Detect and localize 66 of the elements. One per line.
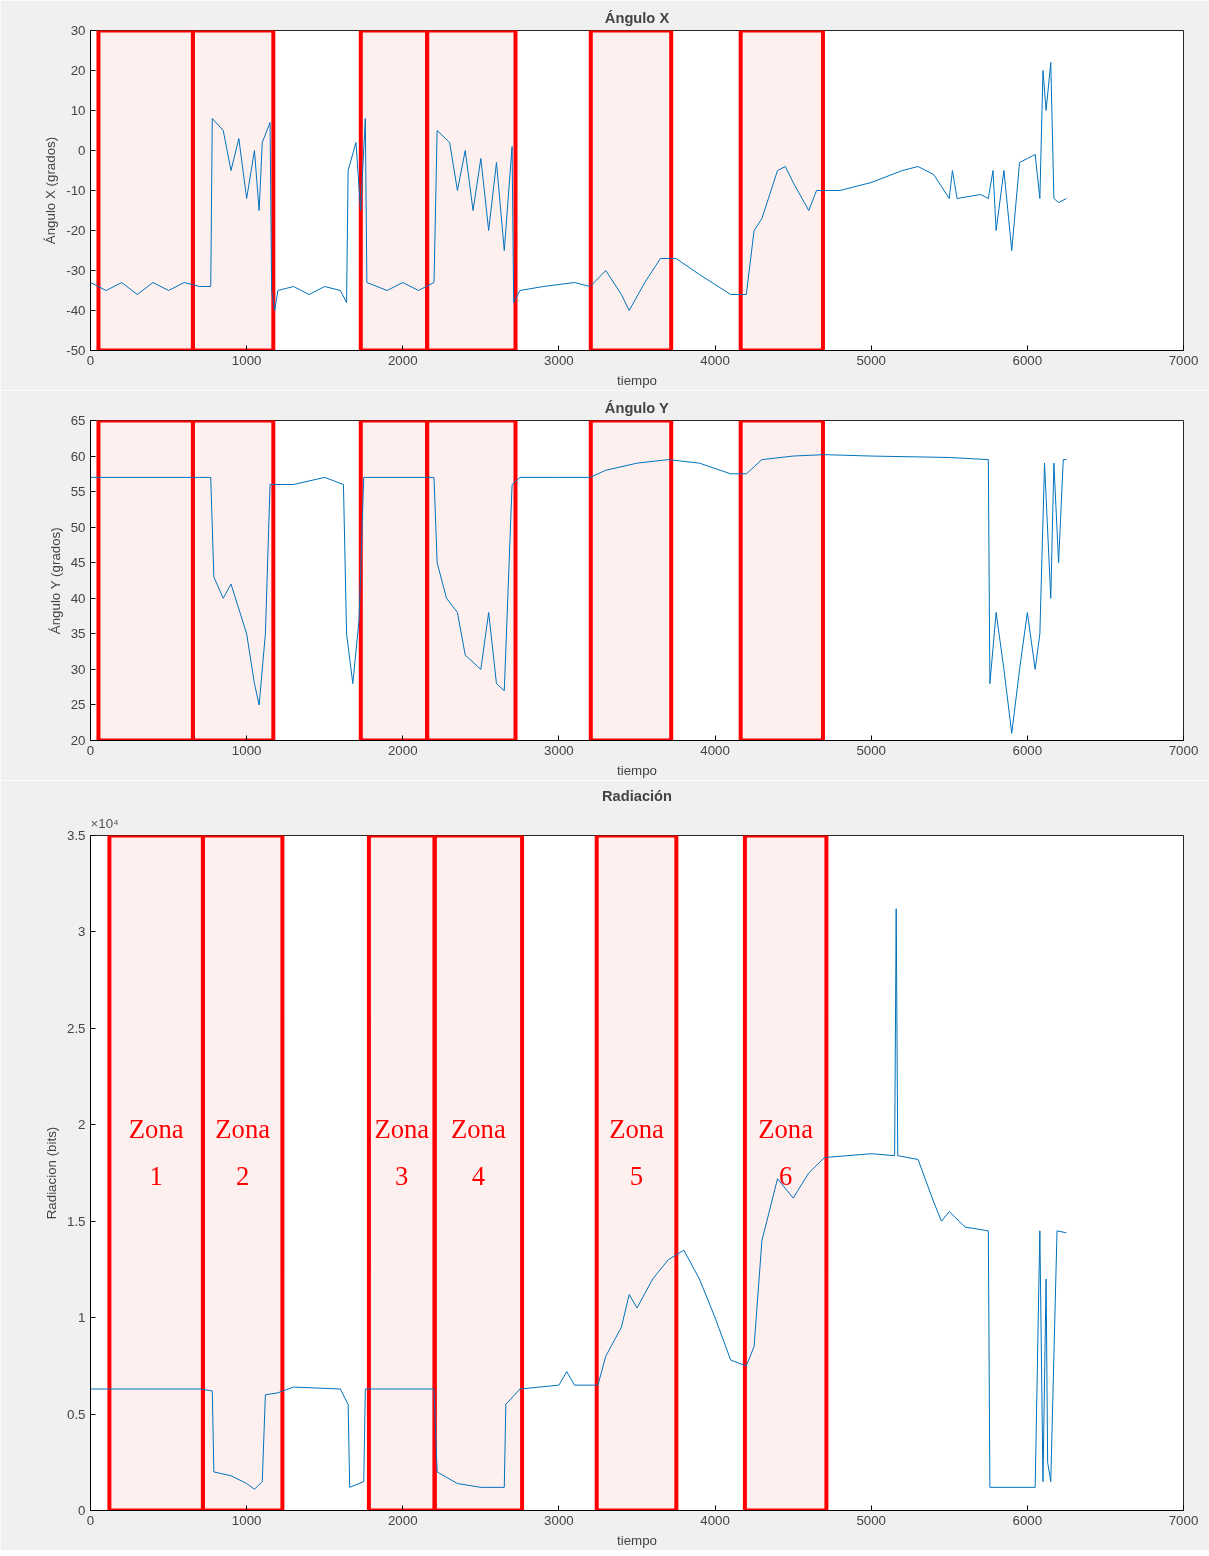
line-series bbox=[90, 62, 1067, 311]
y-tick-label: 30 bbox=[70, 23, 86, 38]
y-tick-label: 1.5 bbox=[66, 1213, 86, 1229]
chart-title: Ángulo X bbox=[604, 9, 670, 26]
x-tick-label: 5000 bbox=[856, 1512, 887, 1528]
y-tick-label: 30 bbox=[70, 661, 86, 677]
x-tick-label: 3000 bbox=[544, 1512, 574, 1528]
band-label: Zona 4 bbox=[450, 1114, 506, 1192]
x-tick-label: 1000 bbox=[231, 352, 262, 368]
y-axis-title: Radiacion (bits) bbox=[43, 1126, 59, 1220]
line-series bbox=[90, 908, 1067, 1490]
band-label: Zona 2 bbox=[215, 1114, 271, 1192]
x-tick-label: 7000 bbox=[1168, 1512, 1199, 1528]
chart-title: Ángulo Y bbox=[604, 399, 670, 416]
x-tick-label: 5000 bbox=[856, 352, 887, 368]
y-tick-label: 0 bbox=[78, 143, 86, 158]
y-tick-label: 35 bbox=[70, 626, 86, 642]
y-tick-label: 25 bbox=[70, 697, 86, 713]
band-label: Zona 3 bbox=[374, 1114, 430, 1192]
x-axis-title: tiempo bbox=[617, 372, 658, 388]
band-label: Zona 6 bbox=[758, 1114, 814, 1192]
band-label: Zona 1 bbox=[128, 1114, 184, 1192]
x-tick-label: 2000 bbox=[387, 742, 418, 758]
x-tick-label: 4000 bbox=[700, 1512, 730, 1528]
y-tick-label: 20 bbox=[70, 63, 86, 78]
x-axis-title: tiempo bbox=[617, 762, 658, 778]
y-tick-label: 3 bbox=[78, 924, 86, 940]
y-tick-label: -30 bbox=[66, 263, 86, 278]
x-tick-label: 3000 bbox=[544, 742, 574, 758]
x-tick-label: 5000 bbox=[856, 742, 887, 758]
y-tick-label: 2.5 bbox=[66, 1020, 86, 1036]
line-series bbox=[90, 454, 1067, 734]
y-tick-label: -10 bbox=[66, 183, 86, 198]
y-axis-title: Ángulo X (grados) bbox=[43, 136, 59, 245]
y-tick-label: 50 bbox=[70, 519, 86, 535]
y-tick-label: 45 bbox=[70, 555, 86, 571]
y-tick-label: -50 bbox=[66, 343, 86, 358]
x-axis-title: tiempo bbox=[617, 1532, 658, 1548]
y-tick-label: 2 bbox=[78, 1117, 86, 1133]
x-tick-label: 6000 bbox=[1012, 1512, 1043, 1528]
y-tick-label: 40 bbox=[70, 590, 86, 606]
x-tick-label: 1000 bbox=[231, 1512, 262, 1528]
y-tick-label: 65 bbox=[70, 413, 86, 428]
x-tick-label: 4000 bbox=[700, 742, 730, 758]
x-tick-label: 6000 bbox=[1012, 742, 1043, 758]
x-tick-label: 3000 bbox=[544, 352, 574, 368]
y-tick-label: 55 bbox=[70, 484, 86, 500]
x-tick-label: 1000 bbox=[231, 742, 262, 758]
x-tick-label: 2000 bbox=[387, 1512, 418, 1528]
x-tick-label: 7000 bbox=[1168, 352, 1199, 368]
y-axis-title: Ángulo Y (grados) bbox=[47, 527, 63, 635]
y-tick-label: -20 bbox=[66, 223, 86, 238]
x-tick-label: 2000 bbox=[387, 352, 418, 368]
chart-title: Radiación bbox=[601, 787, 673, 804]
y-tick-label: -40 bbox=[66, 303, 86, 318]
x-tick-label: 7000 bbox=[1168, 742, 1199, 758]
y-tick-label: 1 bbox=[78, 1310, 86, 1326]
x-tick-label: 4000 bbox=[700, 352, 730, 368]
y-tick-label: 3.5 bbox=[66, 828, 86, 843]
band-label: Zona 5 bbox=[609, 1114, 665, 1192]
y-tick-label: 0.5 bbox=[66, 1406, 86, 1422]
text: ×10⁴ bbox=[90, 815, 120, 831]
y-tick-label: 10 bbox=[70, 103, 86, 118]
x-tick-label: 6000 bbox=[1012, 352, 1043, 368]
y-tick-label: 20 bbox=[70, 733, 86, 748]
y-tick-label: 60 bbox=[70, 448, 86, 464]
